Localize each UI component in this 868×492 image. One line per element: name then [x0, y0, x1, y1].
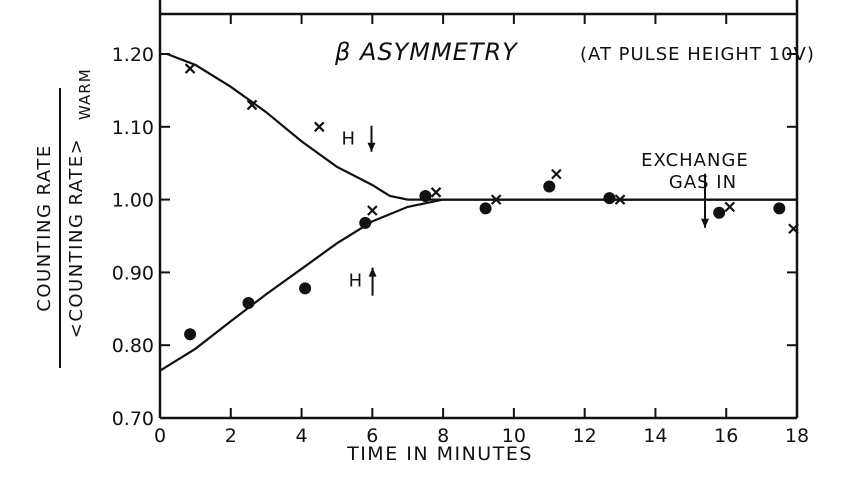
- x-tick-label: 16: [714, 425, 738, 447]
- x-marker-stroke: [614, 194, 626, 205]
- x-ticks: 0 2 4 6 8 10 12 14 16 18: [154, 14, 809, 447]
- x-marker-stroke: [367, 205, 378, 216]
- x-marker: [430, 187, 442, 198]
- y-tick-label: 1.20: [112, 44, 154, 66]
- x-tick-label: 2: [225, 425, 237, 447]
- x-marker-stroke: [430, 187, 442, 198]
- dot-marker: [242, 296, 255, 309]
- arrow-head: [368, 267, 377, 277]
- exchange-gas-label-line2: GAS IN: [669, 172, 737, 193]
- y-tick-label: 0.90: [112, 262, 154, 284]
- x-marker: [246, 99, 258, 111]
- x-marker-stroke: [724, 201, 736, 213]
- dot-marker: [773, 202, 786, 215]
- y-ticks: 0.70 0.80 0.90 1.00 1.10 1.20: [112, 44, 797, 430]
- x-marker-stroke: [246, 99, 258, 111]
- x-axis-label: TIME IN MINUTES: [346, 443, 533, 465]
- arrow-head: [700, 218, 709, 228]
- fit-curves: [159, 52, 797, 372]
- x-marker: [614, 194, 626, 205]
- dot-marker: [713, 206, 726, 219]
- x-marker: [724, 201, 736, 213]
- x-tick-label: 0: [154, 425, 166, 447]
- x-marker: [788, 223, 799, 234]
- exchange-gas-arrow: [700, 173, 709, 228]
- x-marker: [551, 168, 562, 180]
- arrow-head: [367, 142, 376, 152]
- y-axis-label-numerator: COUNTING RATE: [34, 144, 55, 311]
- x-tick-label: 4: [296, 425, 308, 447]
- h-down-label: H: [341, 129, 356, 150]
- y-tick-label: 1.10: [112, 117, 154, 139]
- x-marker: [490, 194, 502, 205]
- lower-fit-curve: [159, 198, 797, 372]
- y-tick-label: 0.70: [112, 408, 154, 430]
- x-marker: [313, 121, 325, 133]
- dot-marker: [299, 282, 312, 295]
- chart-title: β ASYMMETRY: [334, 38, 519, 66]
- h-down-arrow: [367, 125, 376, 152]
- y-tick-label: 1.00: [112, 190, 154, 212]
- x-marker-stroke: [184, 63, 196, 74]
- x-marker: [367, 205, 378, 216]
- y-axis-label-denominator: <COUNTING RATE>: [66, 138, 87, 339]
- x-marker-stroke: [313, 121, 325, 133]
- x-marker-stroke: [490, 194, 502, 205]
- axes-frame: [158, 0, 799, 420]
- x-marker-stroke: [788, 223, 799, 234]
- data-markers: [184, 63, 799, 341]
- x-tick-label: 18: [785, 425, 809, 447]
- dot-marker: [479, 202, 492, 215]
- h-up-arrow: [368, 267, 377, 296]
- y-tick-label: 0.80: [112, 335, 154, 357]
- dot-marker: [543, 180, 556, 193]
- y-axis-label-subscript: WARM: [76, 68, 94, 120]
- x-tick-label: 12: [573, 425, 597, 447]
- x-marker: [184, 63, 196, 74]
- y-axis-label: COUNTING RATE <COUNTING RATE> WARM: [34, 68, 94, 368]
- dot-marker: [184, 328, 197, 341]
- x-tick-label: 14: [643, 425, 667, 447]
- exchange-gas-label-line1: EXCHANGE: [641, 150, 749, 171]
- x-marker-stroke: [551, 168, 562, 180]
- dot-marker: [603, 192, 616, 205]
- x-tick-label: 6: [366, 425, 378, 447]
- x-tick-label: 8: [437, 425, 449, 447]
- chart-note: (AT PULSE HEIGHT 10V): [580, 44, 815, 65]
- dot-marker: [419, 189, 432, 202]
- dot-marker: [359, 216, 372, 229]
- x-tick-label: 10: [502, 425, 526, 447]
- h-up-label: H: [349, 271, 364, 292]
